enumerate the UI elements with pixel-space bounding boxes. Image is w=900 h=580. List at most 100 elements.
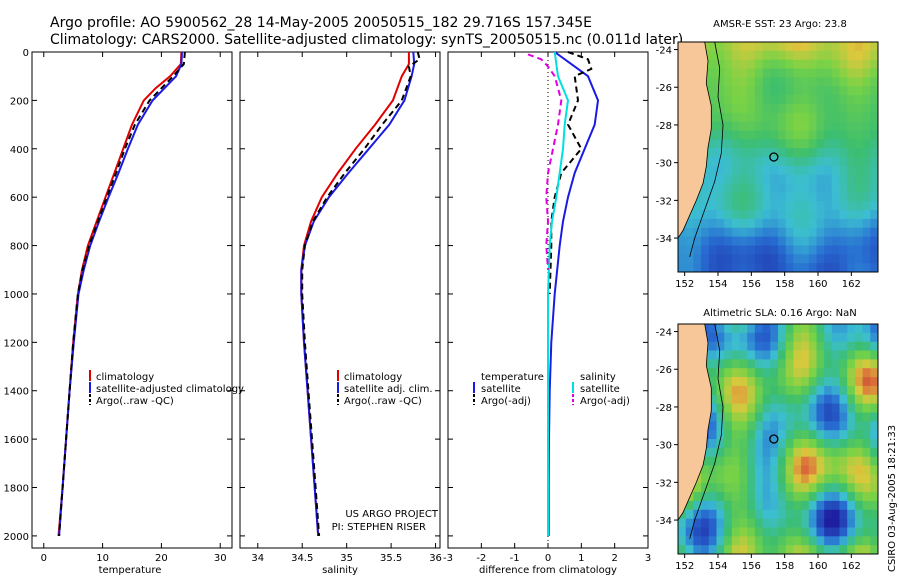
map-cell <box>831 254 840 264</box>
map-cell <box>862 42 871 52</box>
map-cell <box>762 165 771 176</box>
map-cell <box>785 341 794 351</box>
map-cell <box>824 157 833 167</box>
map-cell <box>739 139 748 149</box>
map-cell <box>701 201 710 211</box>
map-cell <box>816 42 825 52</box>
map-cell <box>754 130 764 140</box>
map-cell <box>754 456 764 466</box>
map-cell <box>747 192 756 202</box>
map-cell <box>831 68 840 78</box>
series-line-salinity-satellite <box>547 51 570 536</box>
map-cell <box>839 500 848 511</box>
map-cell <box>854 509 864 520</box>
map-cell <box>716 536 725 546</box>
map-cell <box>708 421 717 431</box>
map-cell <box>793 474 802 484</box>
map-cell <box>847 430 856 440</box>
map-cell <box>762 341 771 351</box>
map-cell <box>854 86 864 96</box>
map-cell <box>708 201 717 211</box>
map-cell <box>708 50 717 61</box>
map-cell <box>824 385 833 396</box>
map-cell <box>801 148 810 158</box>
map-cell <box>716 59 725 69</box>
map-cell <box>801 245 810 255</box>
map-cell <box>801 165 810 176</box>
map-cell <box>724 430 733 440</box>
map-cell <box>831 394 840 405</box>
map-cell <box>778 103 787 114</box>
map-cell <box>731 210 740 220</box>
map-cell <box>801 439 810 449</box>
map-cell <box>870 430 879 440</box>
map-cell <box>824 377 833 387</box>
map-cell <box>724 412 733 422</box>
map-cell <box>862 68 871 78</box>
map-cell <box>716 77 725 87</box>
map-cell <box>778 332 787 343</box>
map-cell <box>778 394 787 405</box>
map-cell <box>701 474 710 484</box>
map-cell <box>747 245 756 255</box>
map-cell <box>854 350 864 360</box>
map-cell <box>839 121 848 131</box>
map-cell <box>762 183 771 193</box>
map-cell <box>724 403 733 413</box>
map-cell <box>701 236 710 246</box>
map-cell <box>847 412 856 422</box>
map-cell <box>847 183 856 193</box>
map-cell <box>770 509 779 520</box>
map-cell <box>793 430 802 440</box>
map-cell <box>816 341 825 351</box>
map-cell <box>862 341 871 351</box>
map-cell <box>793 95 802 105</box>
map-cell <box>724 545 733 555</box>
map-cell <box>785 210 794 220</box>
map-cell <box>762 130 771 140</box>
map-cell <box>839 201 848 211</box>
map-cell <box>839 86 848 96</box>
map-cell <box>731 536 740 546</box>
y-tick-label: 400 <box>10 145 29 156</box>
map-cell <box>808 341 817 351</box>
y-tick-label: 0 <box>23 48 29 59</box>
map-cell <box>793 324 802 334</box>
y-tick-label: 1400 <box>4 387 29 398</box>
map-cell <box>808 439 817 449</box>
map-cell <box>801 359 810 369</box>
map-cell <box>854 174 864 184</box>
map-cell <box>839 95 848 105</box>
map-cell <box>731 359 740 369</box>
map-cell <box>724 509 733 520</box>
map-cell <box>808 77 817 87</box>
map-cell <box>778 95 787 105</box>
map-cell <box>793 165 802 176</box>
map-cell <box>847 130 856 140</box>
map-cell <box>747 394 756 405</box>
map-cell <box>724 518 733 528</box>
map-cell <box>847 483 856 493</box>
map-cell <box>862 245 871 255</box>
map-cell <box>801 483 810 493</box>
map-cell <box>839 332 848 343</box>
map-cell <box>793 456 802 466</box>
map-cell <box>739 324 748 334</box>
map-cell <box>716 421 725 431</box>
map-cell <box>808 86 817 96</box>
map-cell <box>770 421 779 431</box>
map-cell <box>770 518 779 528</box>
map-cell <box>862 509 871 520</box>
map-cell <box>747 77 756 87</box>
map-cell <box>801 527 810 537</box>
map-cell <box>770 332 779 343</box>
map-cell <box>754 210 764 220</box>
x-tick-label: -1 <box>510 553 520 564</box>
map-cell <box>839 527 848 537</box>
map-cell <box>739 368 748 378</box>
map-cell <box>739 527 748 537</box>
x-tick-label: 34 <box>251 553 264 564</box>
map-cell <box>747 421 756 431</box>
map-cell <box>839 483 848 493</box>
map-cell <box>701 456 710 466</box>
